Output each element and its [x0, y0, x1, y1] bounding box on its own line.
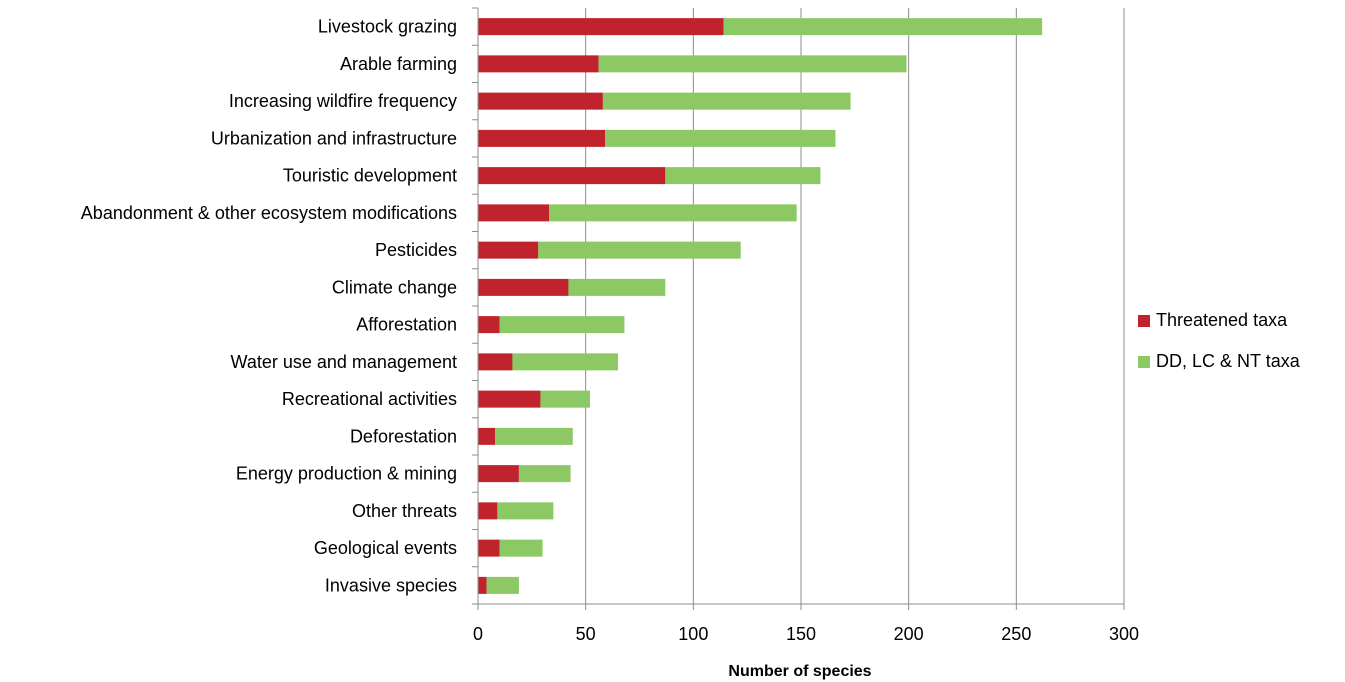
bar-dd-lc-nt-3 — [605, 129, 836, 147]
bar-threatened-10 — [478, 390, 541, 408]
bar-threatened-12 — [478, 465, 519, 483]
bar-dd-lc-nt-15 — [486, 576, 519, 594]
bar-dd-lc-nt-4 — [665, 167, 821, 185]
category-label: Increasing wildfire frequency — [229, 91, 457, 111]
legend-label-dd-lc-nt: DD, LC & NT taxa — [1156, 351, 1301, 371]
category-label: Afforestation — [356, 315, 457, 335]
bar-dd-lc-nt-2 — [602, 92, 851, 110]
bar-threatened-13 — [478, 502, 498, 520]
category-label: Water use and management — [231, 352, 457, 372]
bar-dd-lc-nt-6 — [538, 241, 741, 259]
bar-dd-lc-nt-11 — [495, 427, 573, 445]
x-tick-label: 200 — [894, 624, 924, 644]
bar-threatened-11 — [478, 427, 496, 445]
bar-dd-lc-nt-1 — [598, 55, 907, 73]
category-label: Invasive species — [325, 575, 457, 595]
x-tick-label: 250 — [1001, 624, 1031, 644]
category-label: Abandonment & other ecosystem modificati… — [81, 203, 457, 223]
axes — [472, 7, 1125, 610]
category-label: Touristic development — [283, 166, 457, 186]
x-axis-title: Number of species — [728, 663, 871, 680]
bar-threatened-7 — [478, 278, 569, 296]
x-tick-labels: 0 50 100 150 200 250 300 — [473, 624, 1139, 644]
category-label: Urbanization and infrastructure — [211, 128, 457, 148]
bar-dd-lc-nt-5 — [549, 204, 797, 222]
category-label: Arable farming — [340, 54, 457, 74]
bar-dd-lc-nt-14 — [499, 539, 543, 557]
bar-threatened-14 — [478, 539, 500, 557]
bar-threatened-5 — [478, 204, 550, 222]
x-tick-label: 0 — [473, 624, 483, 644]
category-label: Livestock grazing — [318, 17, 457, 37]
bar-dd-lc-nt-0 — [723, 18, 1043, 36]
category-label: Energy production & mining — [236, 464, 457, 484]
bar-dd-lc-nt-10 — [540, 390, 590, 408]
legend-label-threatened: Threatened taxa — [1156, 310, 1288, 330]
bar-threatened-3 — [478, 129, 606, 147]
bar-dd-lc-nt-12 — [518, 465, 571, 483]
category-label: Pesticides — [375, 240, 457, 260]
bar-dd-lc-nt-7 — [568, 278, 666, 296]
bar-threatened-9 — [478, 353, 513, 371]
bar-dd-lc-nt-13 — [497, 502, 554, 520]
bars — [478, 18, 1043, 594]
category-label: Recreational activities — [282, 389, 457, 409]
bar-threatened-8 — [478, 316, 500, 334]
bar-threatened-0 — [478, 18, 724, 36]
category-label: Geological events — [314, 538, 457, 558]
legend-swatch-dd-lc-nt — [1138, 356, 1150, 368]
bar-dd-lc-nt-9 — [512, 353, 618, 371]
bar-threatened-2 — [478, 92, 603, 110]
bar-dd-lc-nt-8 — [499, 316, 625, 334]
x-tick-label: 150 — [786, 624, 816, 644]
category-label: Deforestation — [350, 426, 457, 446]
bar-threatened-1 — [478, 55, 599, 73]
category-labels: Livestock grazing Arable farming Increasin… — [81, 17, 457, 596]
category-label: Other threats — [352, 501, 457, 521]
x-tick-label: 100 — [678, 624, 708, 644]
category-label: Climate change — [332, 277, 457, 297]
legend: Threatened taxa DD, LC & NT taxa — [1138, 310, 1301, 371]
legend-swatch-threatened — [1138, 315, 1150, 327]
x-tick-label: 300 — [1109, 624, 1139, 644]
bar-threatened-4 — [478, 167, 666, 185]
bar-threatened-15 — [478, 576, 487, 594]
bar-threatened-6 — [478, 241, 539, 259]
x-tick-label: 50 — [576, 624, 596, 644]
